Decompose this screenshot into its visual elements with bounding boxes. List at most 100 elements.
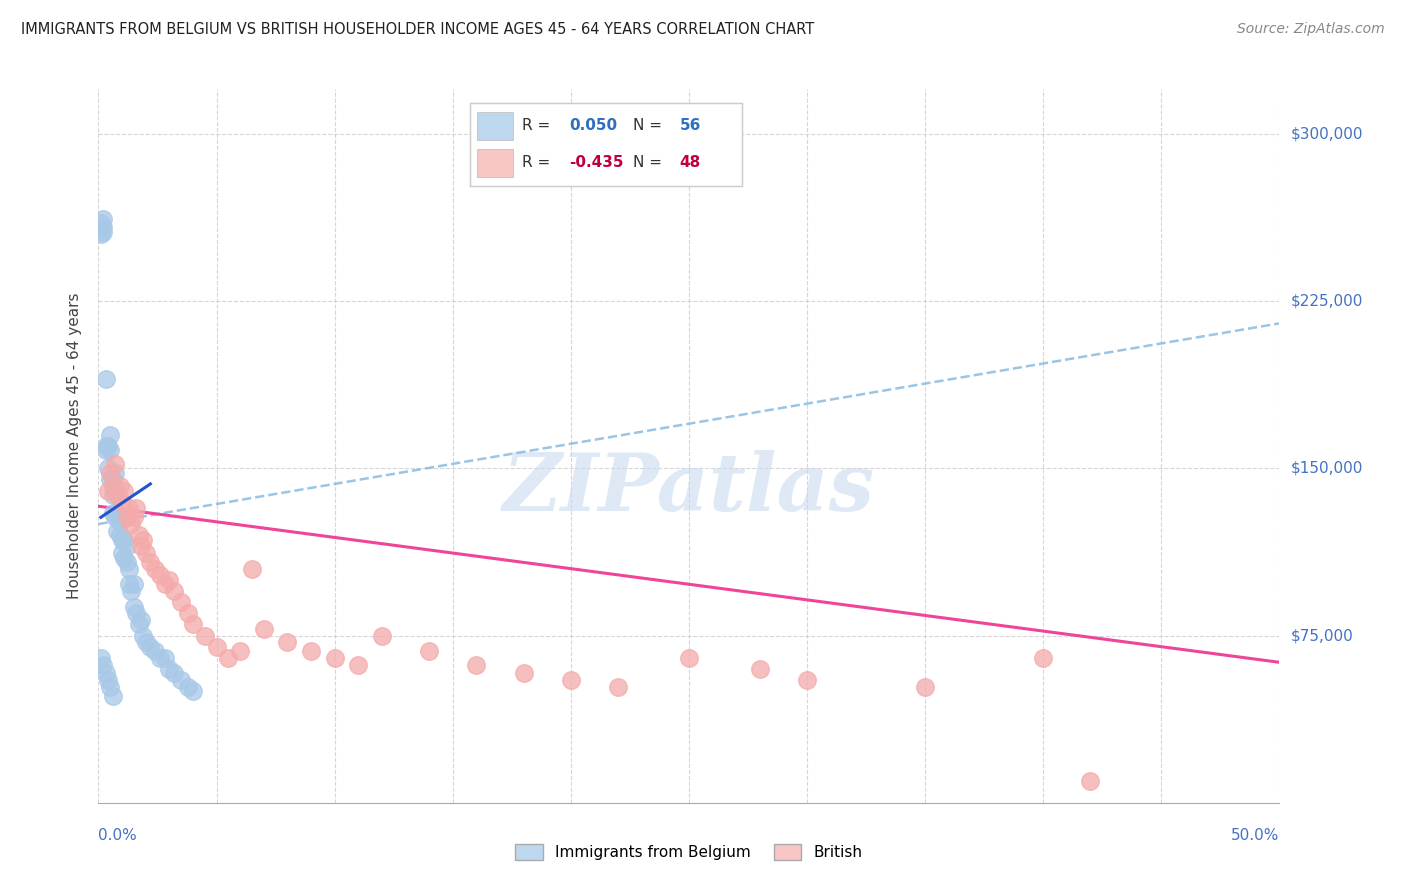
Point (121, 583, 143, 598)
Legend: Immigrants from Belgium, British: Immigrants from Belgium, British (509, 838, 869, 866)
Point (115, 539, 138, 553)
Point (748, 662, 770, 676)
Point (105, 506, 128, 520)
Point (121, 517, 143, 532)
Point (177, 680, 200, 694)
Point (111, 494, 134, 508)
Point (170, 673, 193, 687)
Point (118, 501, 141, 516)
Point (129, 539, 152, 553)
Point (1032, 651, 1054, 665)
Point (101, 689, 124, 703)
Text: 0.0%: 0.0% (98, 828, 138, 843)
Point (139, 555, 162, 569)
Point (914, 680, 936, 694)
Point (512, 666, 534, 681)
Point (418, 644, 440, 658)
Point (104, 483, 127, 498)
Point (163, 666, 186, 681)
Point (104, 510, 127, 524)
Point (229, 644, 252, 658)
Point (135, 546, 157, 560)
Point (97, 673, 120, 687)
Point (1080, 773, 1102, 788)
Point (347, 657, 370, 672)
Point (108, 515, 131, 529)
Point (90, 227, 112, 241)
Point (205, 640, 228, 654)
Y-axis label: Householder Income Ages 45 - 64 years: Householder Income Ages 45 - 64 years (67, 293, 83, 599)
Point (91, 657, 114, 672)
Point (181, 684, 204, 698)
Point (157, 573, 180, 587)
Point (91, 220, 114, 235)
Point (122, 577, 145, 591)
Point (132, 533, 155, 547)
Point (98, 473, 121, 487)
Text: Source: ZipAtlas.com: Source: ZipAtlas.com (1237, 22, 1385, 37)
Point (97, 439, 120, 453)
Point (104, 457, 127, 471)
Point (90, 216, 112, 230)
Point (217, 651, 239, 665)
Point (122, 510, 145, 524)
Point (323, 651, 346, 665)
Point (112, 483, 135, 498)
Point (98, 427, 121, 442)
Point (101, 488, 124, 502)
Text: $150,000: $150,000 (1291, 461, 1362, 475)
Point (94, 439, 117, 453)
Point (240, 562, 263, 576)
Point (194, 628, 217, 642)
Point (163, 583, 186, 598)
Point (149, 651, 172, 665)
Point (153, 651, 176, 665)
Point (101, 479, 124, 493)
Point (115, 510, 138, 524)
Point (111, 546, 134, 560)
Point (153, 577, 176, 591)
Point (181, 617, 204, 632)
Point (157, 662, 180, 676)
Point (108, 479, 131, 493)
Point (678, 651, 700, 665)
Point (139, 640, 162, 654)
Point (112, 550, 135, 565)
Text: $300,000: $300,000 (1291, 127, 1362, 141)
Text: 50.0%: 50.0% (1232, 828, 1279, 843)
Point (135, 635, 157, 649)
Point (97, 461, 120, 475)
Point (98, 466, 121, 480)
Point (112, 533, 135, 547)
Point (118, 562, 141, 576)
Point (465, 657, 488, 672)
Point (105, 488, 128, 502)
Point (129, 613, 152, 627)
Point (149, 568, 172, 582)
Point (128, 617, 150, 632)
Point (253, 622, 276, 636)
Text: $75,000: $75,000 (1291, 628, 1354, 643)
Point (104, 466, 127, 480)
Point (94, 372, 117, 386)
Point (276, 635, 298, 649)
Point (94, 443, 117, 458)
Point (111, 533, 134, 547)
Text: IMMIGRANTS FROM BELGIUM VS BRITISH HOUSEHOLDER INCOME AGES 45 - 64 YEARS CORRELA: IMMIGRANTS FROM BELGIUM VS BRITISH HOUSE… (21, 22, 814, 37)
Point (299, 644, 322, 658)
Point (108, 528, 131, 542)
Point (90, 651, 112, 665)
Point (97, 483, 120, 498)
Point (796, 673, 818, 687)
Text: ZIPatlas: ZIPatlas (503, 450, 875, 527)
Point (115, 555, 138, 569)
Point (560, 673, 582, 687)
Text: $225,000: $225,000 (1291, 293, 1362, 309)
Point (91, 211, 114, 226)
Point (132, 628, 155, 642)
Point (105, 524, 128, 538)
Point (118, 577, 141, 591)
Point (98, 443, 121, 458)
Point (122, 599, 145, 614)
Point (111, 510, 134, 524)
